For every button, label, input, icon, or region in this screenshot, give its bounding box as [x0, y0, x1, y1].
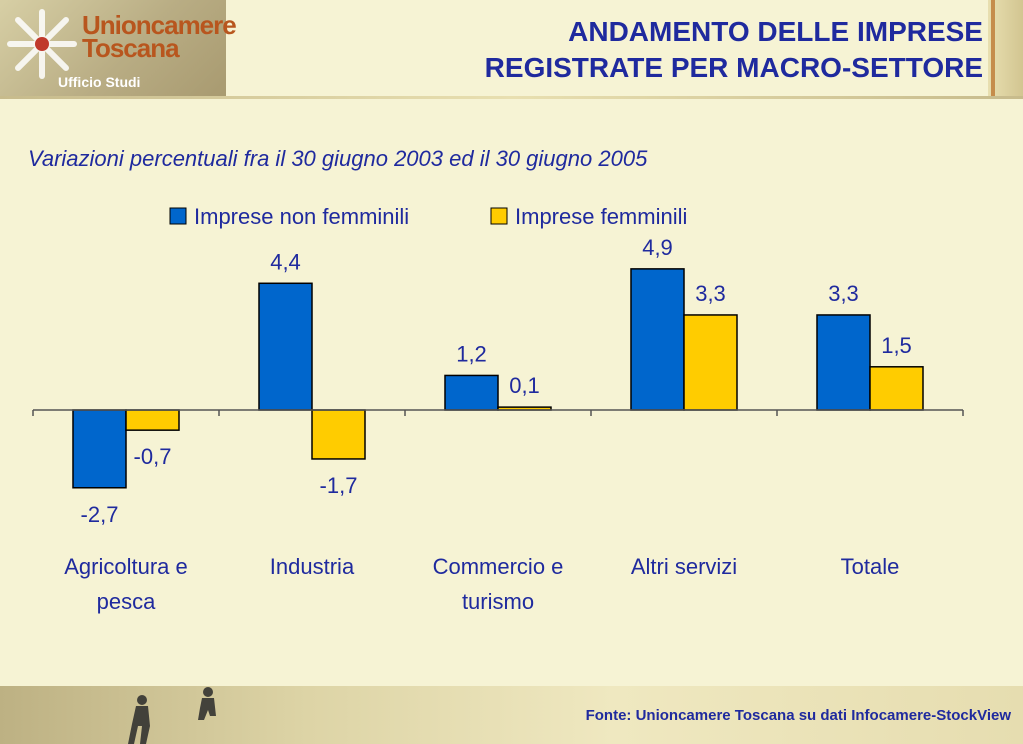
- legend-swatch-1: [169, 207, 187, 225]
- footer: Fonte: Unioncamere Toscana su dati Infoc…: [0, 686, 1023, 744]
- bar-non-femminili-1: [72, 409, 127, 489]
- page-title: ANDAMENTO DELLE IMPRESE REGISTRATE PER M…: [485, 14, 983, 86]
- source-note: Fonte: Unioncamere Toscana su dati Infoc…: [585, 707, 1011, 724]
- data-label-non-femminili-3: 1,2: [456, 341, 487, 366]
- bar-non-femminili-3: [444, 374, 499, 411]
- chart-title: Variazioni percentuali fra il 30 giugno …: [28, 146, 648, 171]
- data-label-femminili-5: 1,5: [881, 333, 912, 358]
- bar-femminili-5: [869, 366, 924, 411]
- data-label-femminili-1: -0,7: [134, 444, 172, 469]
- page-title-line-2: REGISTRATE PER MACRO-SETTORE: [484, 52, 983, 83]
- data-label-non-femminili-1: -2,7: [81, 502, 119, 527]
- category-label-3-line-2: turismo: [462, 589, 534, 614]
- data-label-femminili-4: 3,3: [695, 281, 726, 306]
- category-label-5-line-1: Totale: [841, 554, 900, 579]
- logo-asterisk-icon: [7, 9, 77, 79]
- bar-femminili-4: [683, 314, 738, 411]
- legend-swatch-2: [490, 207, 508, 225]
- category-label-3-line-1: Commercio e: [433, 554, 564, 579]
- people-silhouette-icon: [128, 687, 216, 744]
- bar-non-femminili-2: [258, 282, 313, 411]
- header: Unioncamere Toscana Ufficio Studi ANDAME…: [0, 0, 1023, 99]
- category-label-1-line-1: Agricoltura e: [64, 554, 188, 579]
- page-title-line-1: ANDAMENTO DELLE IMPRESE: [568, 16, 983, 47]
- bar-femminili-2: [311, 409, 366, 460]
- data-label-non-femminili-4: 4,9: [642, 235, 673, 260]
- legend-label-1: Imprese non femminili: [194, 204, 409, 229]
- legend-label-2: Imprese femminili: [515, 204, 687, 229]
- bar-femminili-1: [125, 409, 180, 431]
- header-divider: [0, 96, 1023, 99]
- category-label-4-line-1: Altri servizi: [631, 554, 737, 579]
- category-label-1-line-2: pesca: [97, 589, 156, 614]
- data-label-femminili-3: 0,1: [509, 373, 540, 398]
- bar-non-femminili-5: [816, 314, 871, 411]
- data-label-non-femminili-2: 4,4: [270, 249, 301, 274]
- data-label-non-femminili-5: 3,3: [828, 281, 859, 306]
- bar-chart: Imprese non femminili Imprese femminili -2…: [32, 204, 964, 614]
- bar-non-femminili-4: [630, 268, 685, 411]
- logo: Unioncamere Toscana Ufficio Studi: [0, 0, 237, 98]
- category-label-2-line-1: Industria: [270, 554, 355, 579]
- data-label-femminili-2: -1,7: [320, 473, 358, 498]
- header-edge-decoration: [988, 0, 1023, 98]
- logo-name: Unioncamere Toscana: [82, 10, 237, 63]
- logo-subtitle: Ufficio Studi: [58, 74, 141, 90]
